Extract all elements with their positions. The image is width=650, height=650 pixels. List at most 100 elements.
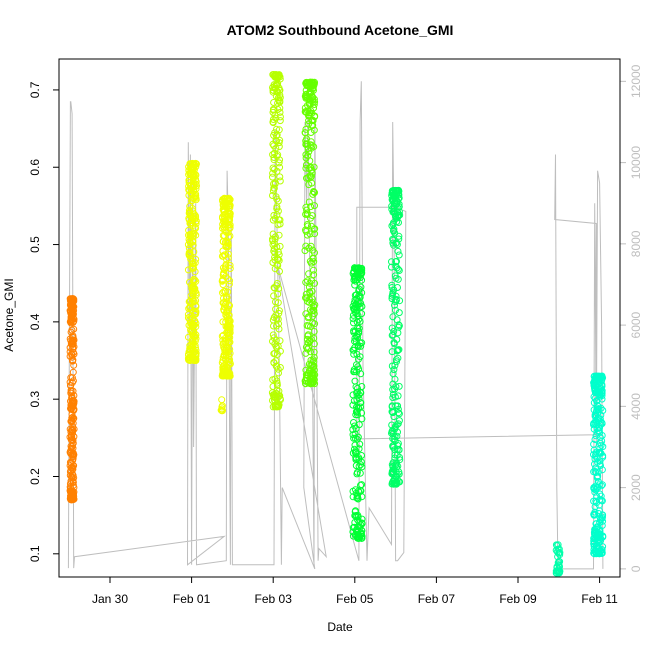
data-point: [389, 313, 397, 321]
data-point: [391, 472, 399, 480]
data-point: [305, 198, 313, 206]
data-point: [271, 235, 279, 243]
data-point: [276, 156, 284, 164]
data-point: [226, 334, 234, 342]
data-point: [394, 212, 402, 220]
data-point: [272, 298, 279, 306]
data-point: [388, 263, 395, 271]
data-point: [305, 181, 313, 189]
data-point: [310, 271, 318, 279]
data-point: [388, 258, 395, 266]
data-point: [592, 374, 600, 382]
data-point: [309, 255, 317, 263]
data-point: [221, 347, 229, 355]
data-point: [68, 444, 75, 452]
data-point: [218, 332, 226, 340]
data-point: [352, 327, 359, 335]
data-point: [185, 226, 193, 234]
data-point: [226, 224, 234, 232]
data-point: [269, 337, 276, 345]
data-point: [302, 151, 310, 159]
data-point: [356, 440, 364, 448]
y2-tick-label: 12000: [629, 64, 643, 98]
data-point: [394, 440, 402, 447]
data-point: [310, 348, 318, 356]
data-point: [191, 276, 199, 284]
data-point: [357, 283, 365, 291]
data-point: [354, 388, 362, 396]
data-point: [353, 491, 361, 499]
data-point: [390, 205, 398, 213]
data-point: [274, 248, 282, 256]
data-point: [305, 344, 313, 352]
data-point: [388, 331, 396, 339]
data-point: [190, 210, 198, 218]
data-point: [190, 328, 198, 336]
data-point: [269, 316, 277, 324]
data-point: [388, 408, 396, 416]
data-point: [395, 267, 403, 274]
data-point: [224, 321, 232, 329]
data-point: [592, 497, 600, 505]
data-point: [188, 257, 196, 265]
y2-tick-label: 10000: [629, 146, 643, 180]
data-point: [302, 242, 310, 250]
data-point: [302, 374, 310, 382]
data-point: [302, 203, 310, 211]
data-point: [351, 291, 359, 299]
data-point: [275, 84, 283, 92]
data-point: [388, 362, 396, 370]
x-axis-label: Date: [327, 620, 353, 634]
data-point: [395, 410, 403, 418]
series-8: [552, 541, 564, 577]
data-point: [590, 440, 598, 448]
data-point: [226, 232, 234, 240]
data-point: [351, 281, 359, 289]
data-point: [269, 119, 277, 127]
data-point: [396, 478, 404, 486]
x-tick-label: Feb 11: [581, 592, 618, 606]
data-point: [355, 315, 363, 323]
data-point: [308, 307, 316, 315]
data-point: [276, 364, 284, 371]
y-tick-label: 0.6: [28, 159, 42, 176]
data-point: [353, 494, 361, 502]
data-point: [591, 508, 599, 516]
series-7: [388, 186, 404, 488]
data-point: [68, 326, 76, 334]
data-point: [273, 243, 281, 251]
data-point: [69, 357, 77, 365]
data-point: [311, 225, 319, 233]
data-point: [393, 459, 401, 467]
data-point: [394, 247, 402, 255]
data-point: [270, 211, 278, 219]
data-point: [190, 174, 197, 182]
data-point: [68, 333, 76, 341]
data-point: [311, 301, 319, 309]
data-point: [186, 319, 194, 327]
data-point: [304, 314, 312, 322]
data-point: [595, 510, 603, 517]
data-point: [599, 513, 606, 521]
data-point: [68, 374, 76, 382]
data-point: [276, 136, 284, 144]
data-point: [192, 308, 200, 316]
y2-tick-label: 2000: [629, 474, 643, 501]
data-point: [389, 394, 397, 402]
data-point: [70, 474, 78, 482]
data-point: [221, 266, 228, 274]
data-point: [270, 292, 278, 300]
data-point: [275, 231, 283, 239]
data-point: [69, 495, 76, 503]
data-point: [226, 201, 234, 209]
data-point: [311, 202, 318, 210]
y-axis-label: Acetone_GMI: [2, 278, 16, 351]
data-point: [276, 117, 284, 125]
data-point: [392, 262, 400, 270]
data-point: [358, 481, 366, 489]
data-point: [219, 220, 227, 228]
data-point: [395, 232, 403, 240]
data-point: [388, 295, 396, 303]
data-point: [273, 125, 280, 133]
data-point: [311, 279, 319, 287]
